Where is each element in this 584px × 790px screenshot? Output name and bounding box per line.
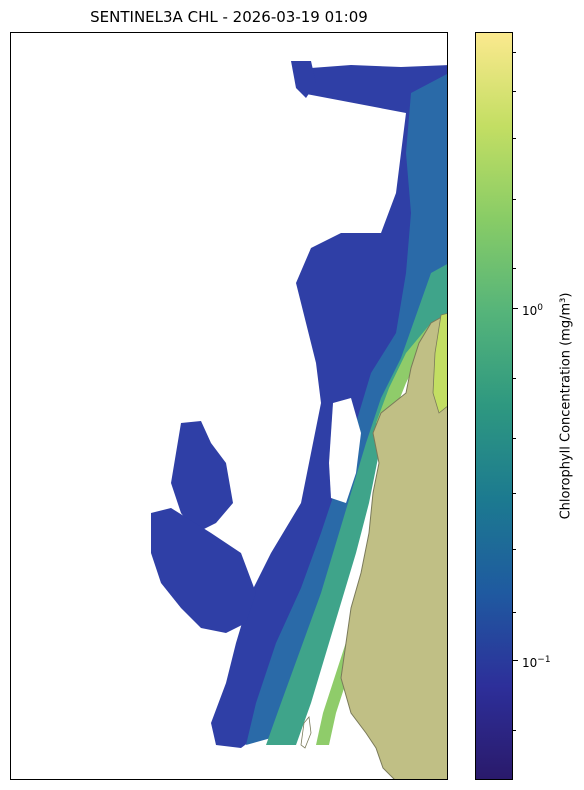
colorbar-tick-major-1 — [513, 308, 518, 309]
chl-band-mid — [246, 74, 447, 745]
colorbar-tick-minor — [513, 730, 516, 731]
colorbar-tick-minor — [513, 493, 516, 494]
map-title: SENTINEL3A CHL - 2026-03-19 01:09 — [90, 8, 368, 26]
chl-patch-2 — [151, 508, 256, 633]
colorbar-tick-minor — [513, 138, 516, 139]
colorbar-tick-label-1: 100 — [522, 303, 544, 318]
colorbar-tick-minor — [513, 199, 516, 200]
colorbar-tick-major-0.1 — [513, 660, 518, 661]
chl-patch-1 — [171, 421, 233, 533]
colorbar-tick-minor — [513, 549, 516, 550]
colorbar — [475, 32, 513, 780]
colorbar-label: Chlorophyll Concentration (mg/m³) — [558, 292, 574, 520]
chl-band-coastal — [266, 264, 447, 745]
colorbar-tick-minor — [513, 268, 516, 269]
colorbar-gradient — [476, 33, 512, 779]
chlorophyll-map — [10, 32, 448, 780]
chl-patch-3 — [291, 61, 316, 98]
colorbar-tick-minor — [513, 52, 516, 53]
colorbar-tick-label-0.1: 10−1 — [522, 655, 551, 670]
colorbar-tick-minor — [513, 438, 516, 439]
colorbar-tick-minor — [513, 378, 516, 379]
colorbar-tick-minor — [513, 91, 516, 92]
no-data-gap — [329, 398, 361, 503]
chl-swath-offshore — [211, 65, 447, 748]
island — [300, 716, 312, 749]
map-canvas — [151, 61, 447, 779]
colorbar-tick-minor — [513, 612, 516, 613]
land-mass — [340, 313, 447, 779]
coastal-lagoon — [432, 313, 447, 414]
